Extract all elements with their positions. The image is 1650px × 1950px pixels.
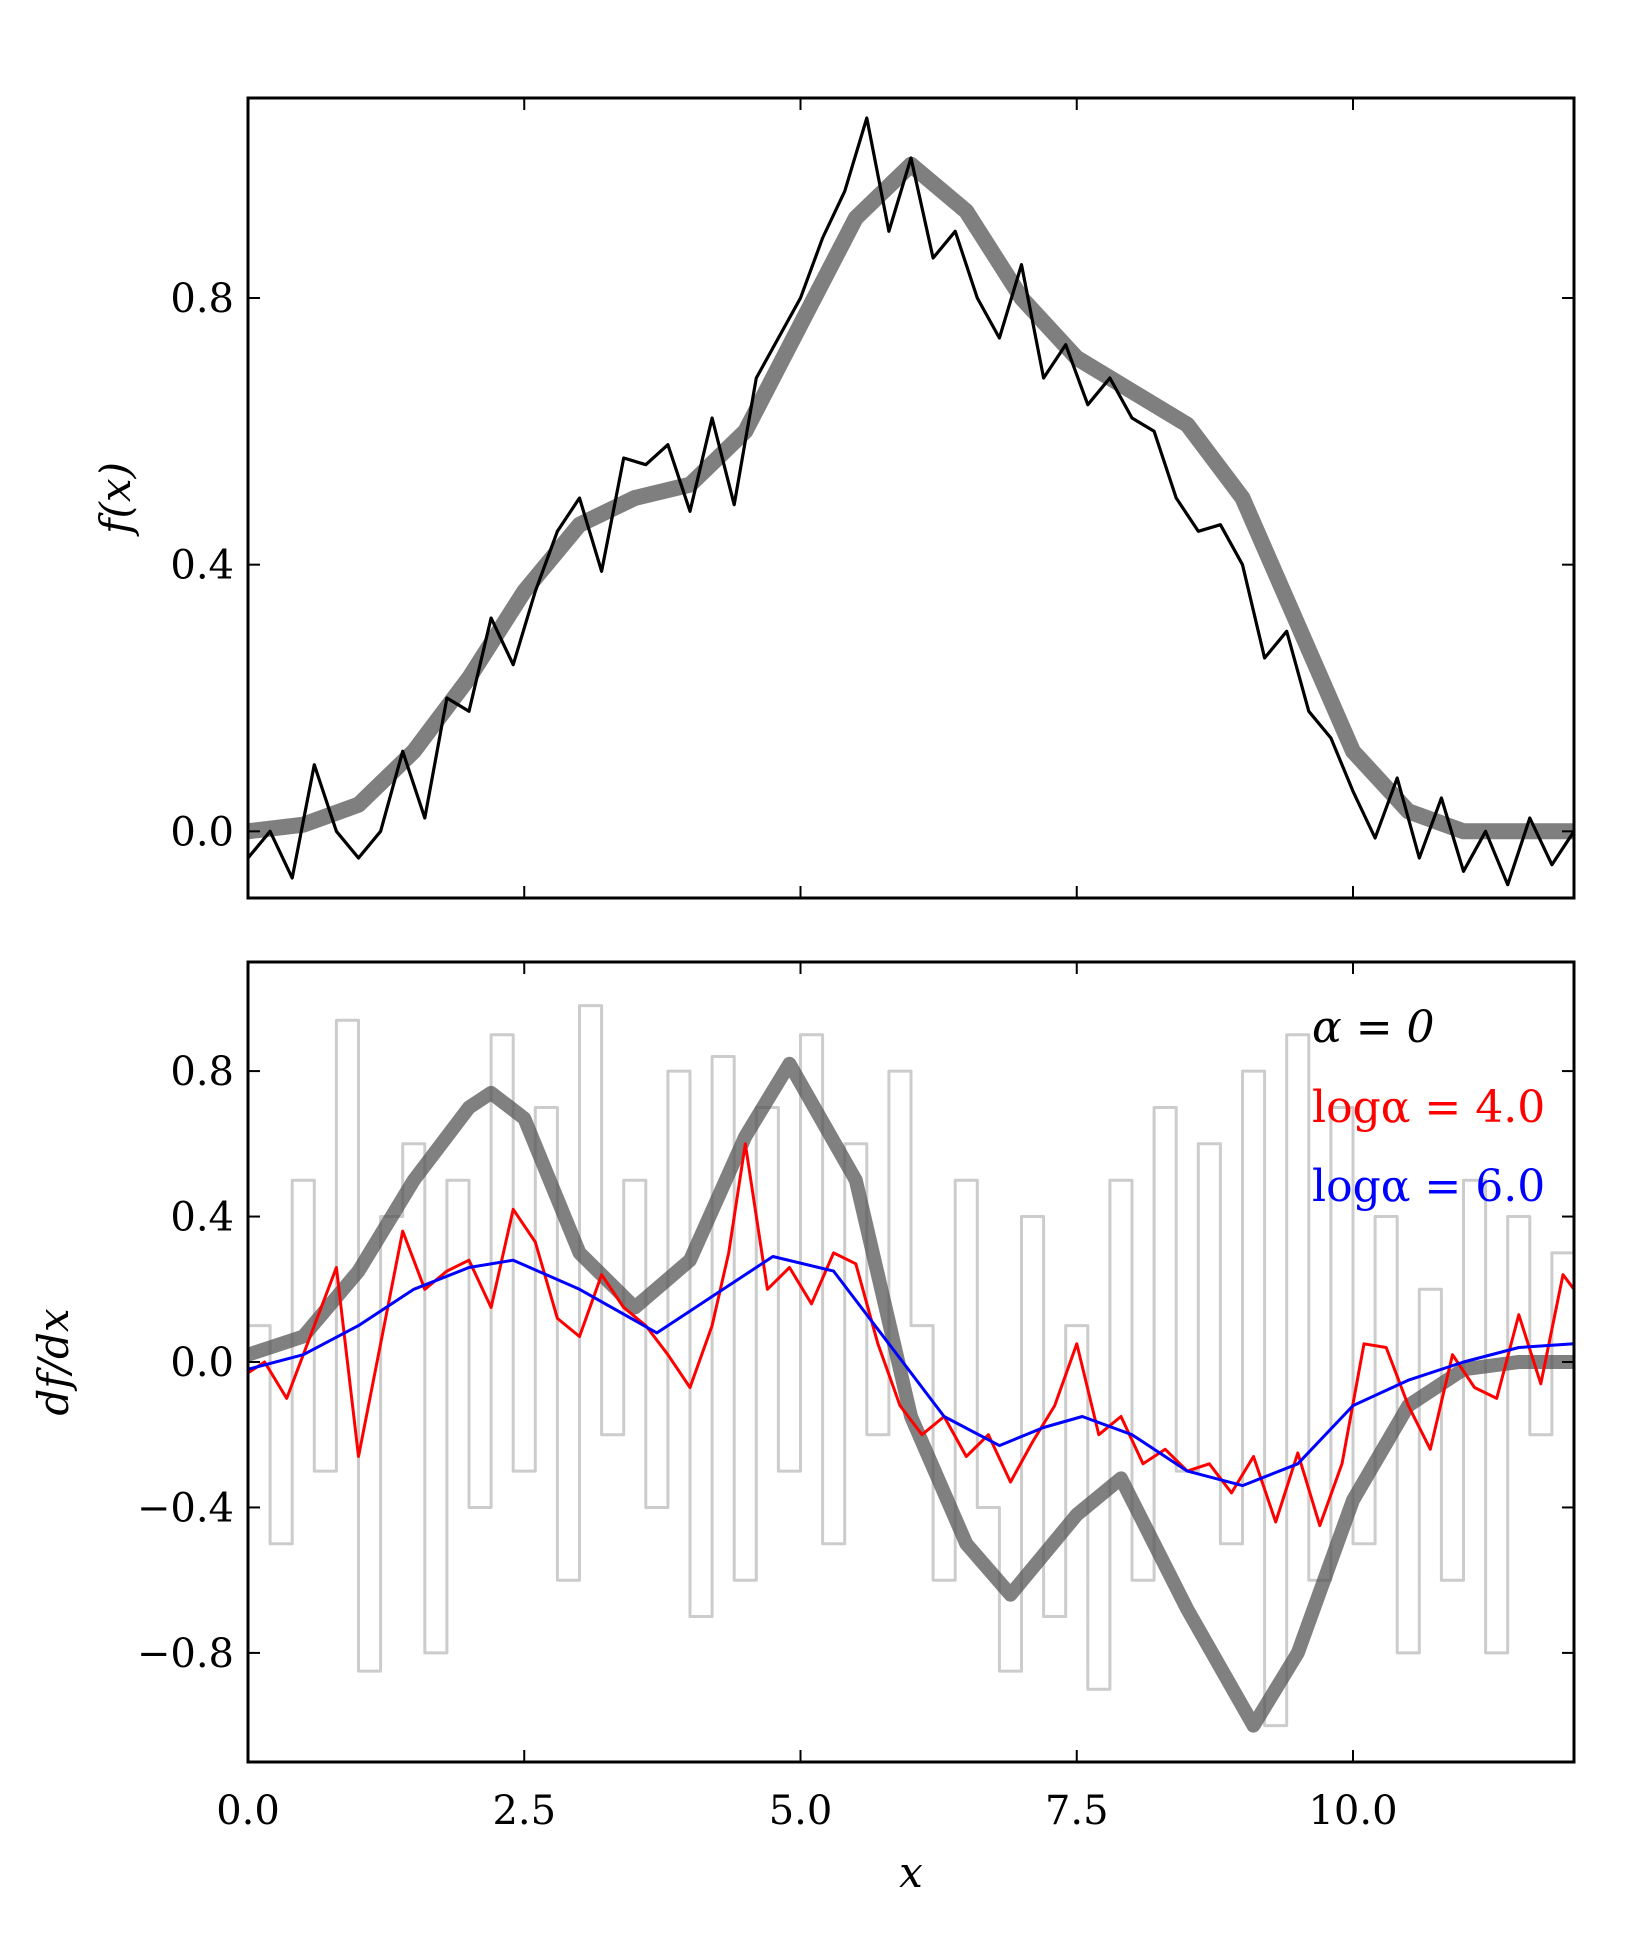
bottom-y-tick-label: 0.0 xyxy=(170,1340,234,1386)
top-y-tick-label: 0.4 xyxy=(170,543,234,589)
legend: α = 0 logα = 4.0 logα = 6.0 xyxy=(1312,1002,1545,1212)
bottom-y-tick-label: 0.8 xyxy=(170,1049,234,1095)
top-y-tick-label: 0.0 xyxy=(170,809,234,855)
bottom-series-group xyxy=(248,1004,1574,1733)
bottom-y-tick-label: −0.8 xyxy=(137,1631,234,1677)
x-tick-label: 7.5 xyxy=(1045,1788,1109,1834)
series-line-true-function xyxy=(248,156,1574,840)
bottom-y-tick-label: 0.4 xyxy=(170,1195,234,1241)
x-tick-label: 2.5 xyxy=(492,1788,556,1834)
bottom-ticks: 0.0 2.5 5.0 7.5 10.0 −0.8 −0.4 0.0 0.4 0.8 xyxy=(137,962,1574,1834)
series-line-regularized-log6 xyxy=(248,1255,1574,1488)
legend-entry-alpha-0: α = 0 xyxy=(1312,1002,1435,1053)
x-tick-label: 10.0 xyxy=(1308,1788,1397,1834)
bottom-xlabel: x xyxy=(899,1848,923,1897)
legend-entry-log4: logα = 4.0 xyxy=(1312,1082,1545,1133)
series-line-noisy-derivative xyxy=(248,1004,1574,1728)
legend-entry-log6: logα = 6.0 xyxy=(1312,1161,1545,1212)
bottom-y-tick-label: −0.4 xyxy=(137,1485,234,1531)
x-tick-label: 5.0 xyxy=(769,1788,833,1834)
top-series-group xyxy=(248,116,1574,887)
top-ylabel: f(x) xyxy=(91,462,140,537)
x-tick-label: 0.0 xyxy=(216,1788,280,1834)
top-panel: 0.0 0.4 0.8 f(x) xyxy=(91,96,1576,900)
bottom-panel: 0.0 2.5 5.0 7.5 10.0−0.8−0.40.00.40.8 df/dx … xyxy=(29,960,1576,1897)
top-y-tick-label: 0.8 xyxy=(170,276,234,322)
top-ticks: 0.0 0.4 0.8 xyxy=(170,98,1574,898)
series-line-noisy-data xyxy=(248,116,1574,887)
top-plot-frame xyxy=(246,96,1576,900)
bottom-ylabel: df/dx xyxy=(29,1308,78,1415)
series-line-true-derivative xyxy=(248,1056,1574,1733)
